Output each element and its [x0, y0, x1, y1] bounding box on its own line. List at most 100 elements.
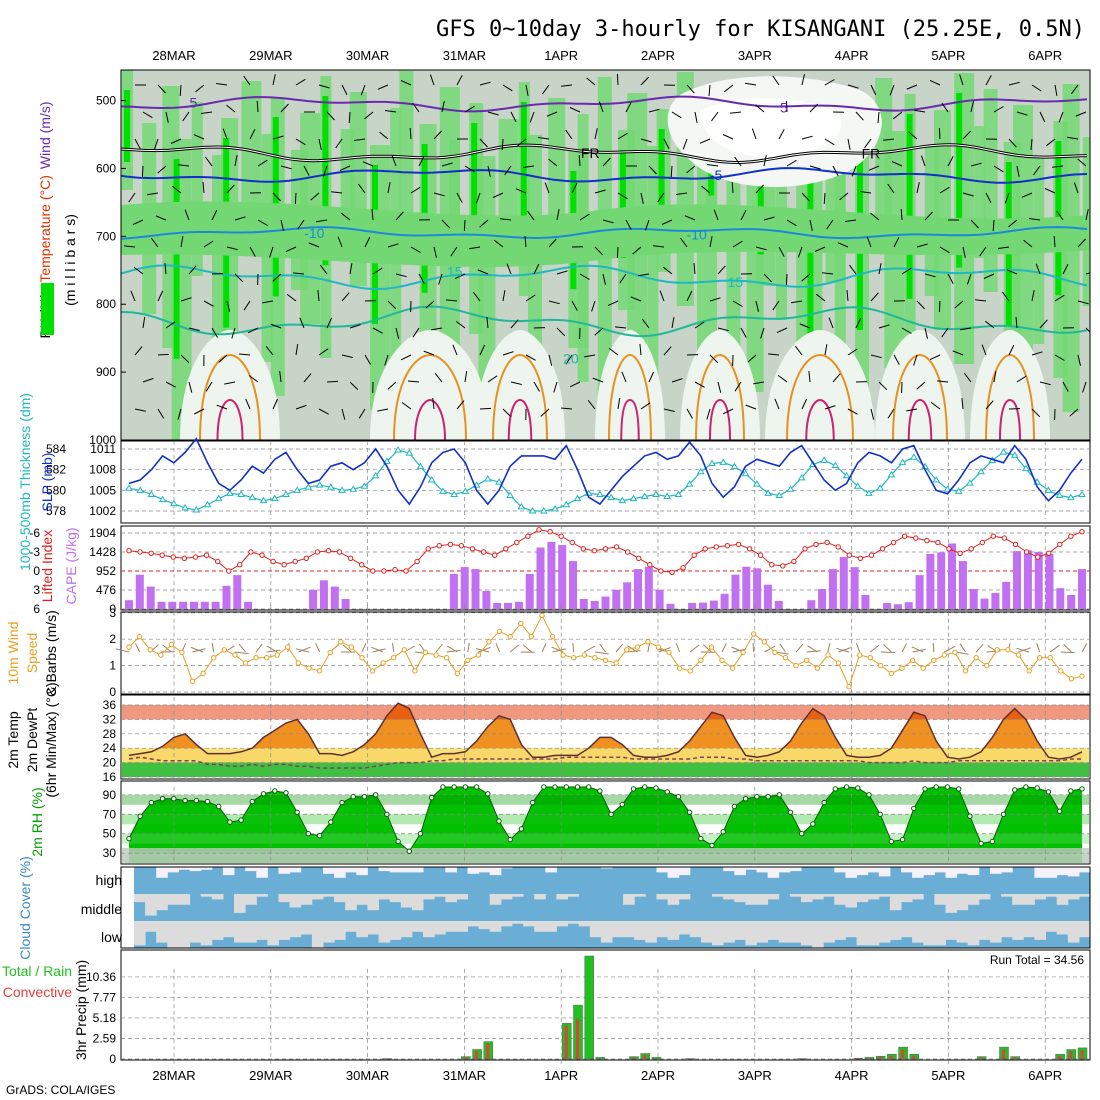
cloud-cell-low: [623, 921, 635, 938]
wind-barb: [617, 398, 621, 410]
wind-barb: [293, 272, 305, 275]
cloud-cell-middle: [145, 894, 157, 916]
cape-bar: [341, 599, 350, 609]
wind-10m-barb: [315, 643, 321, 653]
cloud-cell-middle: [423, 894, 435, 900]
wind-barb: [548, 158, 558, 167]
lifted-index-line-point: [957, 550, 963, 556]
wind-barb: [142, 377, 154, 383]
wind-barb: [1077, 354, 1081, 366]
thickness-line-point: [764, 489, 772, 496]
lifted-index-line-point: [890, 539, 897, 546]
wind-speed-line-point: [856, 652, 863, 658]
cape-bar: [168, 601, 177, 609]
cloud-cell-high: [856, 867, 869, 876]
thickness-line-point: [371, 471, 380, 479]
thickness-line-point: [685, 480, 694, 487]
tick-label: 50: [103, 827, 117, 841]
cloud-cell-middle: [745, 894, 757, 905]
cloud-cell-low: [345, 921, 357, 932]
wind-barb: [1008, 138, 1017, 148]
thickness-line-point: [338, 486, 346, 493]
rh-bl-dry: [370, 330, 490, 440]
wind-barb: [540, 408, 550, 417]
wind-10m-barb: [795, 643, 804, 653]
wind-barb: [1031, 351, 1043, 356]
wind-barb: [730, 111, 742, 114]
cape-bar: [1002, 581, 1011, 609]
wind-barb: [659, 290, 665, 302]
temp-label: Temperature (°C): [37, 175, 53, 283]
wind-barb: [594, 128, 598, 140]
rh-2m-line-point: [821, 799, 827, 806]
tick-label: -3: [29, 545, 40, 559]
wind-speed-line-point: [984, 662, 990, 669]
cloud-cell-middle: [801, 894, 813, 903]
precip-convective-bar: [576, 1019, 579, 1059]
rh-2m-line-point: [978, 840, 984, 847]
isotherm-25: [492, 353, 548, 440]
wind-barb: [147, 192, 159, 196]
wind-speed-line-point: [391, 655, 397, 661]
wind-speed-line-point: [253, 655, 259, 661]
cape-bar: [449, 573, 458, 609]
wind-barb: [358, 408, 366, 419]
wind-10m-barb: [446, 645, 458, 653]
thickness-line-point: [416, 462, 425, 470]
cape-bar: [1078, 569, 1086, 609]
wind-barb: [676, 192, 688, 195]
wind-barb: [1031, 84, 1042, 92]
rh-2m-line-point: [238, 817, 244, 823]
wind-barb: [262, 300, 274, 304]
wind-barb: [868, 165, 880, 171]
tick-label: 1011: [90, 442, 116, 456]
rh-2m-line-point: [630, 786, 637, 792]
cross-section-panel: 5 5 FR FR -5 -10 -10 15 15 20 500 600 700 800 900 1000…: [37, 69, 1091, 447]
lifted-index-line-point: [702, 546, 708, 552]
wind-barb: [717, 327, 729, 332]
cloud-cell-middle: [1034, 894, 1046, 900]
wind-barb: [889, 84, 895, 96]
cape-bar: [991, 593, 1000, 609]
cape-bar: [211, 601, 220, 609]
wind-barb: [295, 344, 299, 356]
date-label-bottom: 1APR: [544, 1068, 578, 1083]
wind-10m-ylabel-1: 10m Wind: [5, 621, 21, 684]
wind-speed-line-point: [359, 655, 365, 661]
wind-barb: [1052, 165, 1064, 168]
wind-barb: [295, 78, 306, 86]
cloud-cell-middle: [1078, 894, 1090, 897]
thickness-line-point: [752, 480, 761, 487]
wind-10m-barb: [509, 644, 520, 653]
lifted-index-line-point: [691, 552, 697, 558]
rh-2m-line-point: [541, 784, 547, 790]
cloud-cell-low: [323, 921, 335, 943]
wind-10m-barb: [975, 643, 984, 653]
wind-barb: [686, 165, 696, 174]
wind-barb: [339, 165, 351, 171]
rh-2m-line-point: [417, 831, 424, 837]
rh-2m-line-point: [944, 784, 951, 790]
precip-frame: [120, 949, 1091, 1061]
cloud-level-labels: high middle low: [81, 872, 123, 945]
cloud-cell-low: [245, 921, 257, 943]
rh-2m-line-point: [765, 794, 771, 800]
wind-barb: [1045, 138, 1056, 147]
wind-barb: [847, 348, 858, 356]
wind-speed-line-point: [412, 668, 418, 674]
rh-band: [122, 814, 1089, 825]
pressure-tick-label: 800: [96, 297, 116, 311]
wind-10m-barb: [779, 643, 786, 653]
wind-barb: [423, 350, 435, 356]
cloud-cell-middle: [134, 894, 146, 903]
wind-speed-line-point: [422, 649, 429, 656]
wind-barb: [303, 373, 312, 383]
wind-barb: [249, 128, 256, 140]
wind-barb: [797, 246, 803, 258]
wind-10m-barb: [615, 643, 624, 653]
thickness-line-point: [192, 505, 201, 513]
precip-total-bar: [595, 1057, 606, 1060]
wind-10m-barb: [266, 645, 278, 653]
wind-barb: [1031, 408, 1041, 418]
wind-barb: [671, 317, 675, 329]
